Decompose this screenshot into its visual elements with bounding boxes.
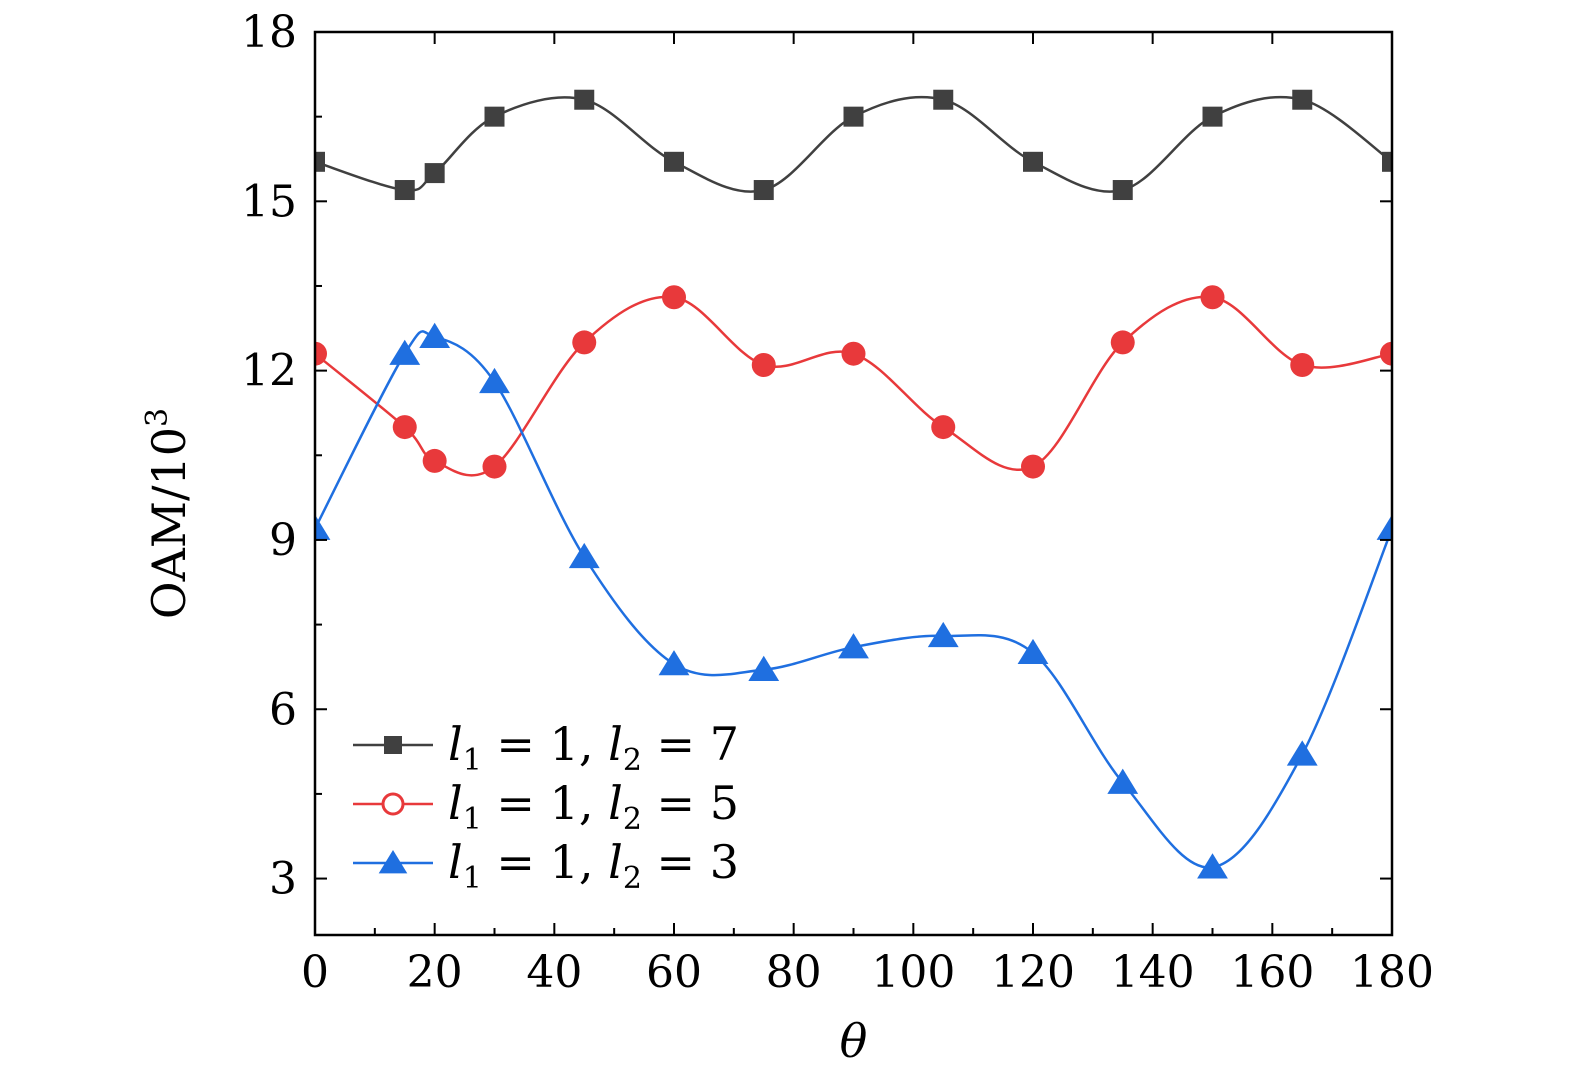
data-point bbox=[389, 339, 421, 365]
data-point bbox=[1380, 341, 1392, 366]
data-point bbox=[838, 633, 869, 659]
plot-area-frame bbox=[313, 30, 1394, 937]
series-layer bbox=[315, 89, 1392, 879]
series-1 bbox=[315, 89, 1392, 201]
x-tick-label: 100 bbox=[871, 947, 955, 998]
legend-item: l1 = 1, l2 = 7 bbox=[353, 717, 739, 778]
legend: l1 = 1, l2 = 7l1 = 1, l2 = 5l1 = 1, l2 =… bbox=[353, 717, 739, 896]
data-point bbox=[394, 180, 415, 201]
data-point bbox=[748, 655, 780, 681]
data-point bbox=[753, 180, 774, 201]
x-axis-title: θ bbox=[840, 1014, 868, 1068]
data-point bbox=[419, 322, 451, 348]
data-point bbox=[484, 106, 505, 127]
y-axis-tick-labels: 3 6 9 12 15 18 bbox=[241, 7, 297, 905]
series-3 bbox=[315, 322, 1392, 879]
data-point bbox=[479, 367, 510, 394]
data-point bbox=[931, 415, 956, 440]
legend-label: l1 = 1, l2 = 5 bbox=[448, 776, 739, 837]
data-point bbox=[843, 106, 864, 127]
data-point bbox=[1382, 151, 1392, 172]
x-tick-label: 60 bbox=[646, 947, 702, 998]
x-tick-label: 40 bbox=[526, 947, 582, 998]
data-point bbox=[1286, 740, 1318, 766]
data-point bbox=[422, 448, 447, 473]
legend-item: l1 = 1, l2 = 3 bbox=[353, 835, 739, 896]
series-2 bbox=[315, 285, 1392, 479]
data-point bbox=[1021, 454, 1045, 479]
data-point bbox=[424, 163, 445, 184]
x-axis-tick-labels: 0 20 40 60 80 100 120 140 160 180 bbox=[301, 947, 1434, 998]
data-point bbox=[1112, 180, 1133, 201]
y-tick-label: 9 bbox=[269, 515, 297, 566]
data-point bbox=[1197, 853, 1228, 879]
data-point bbox=[315, 341, 327, 366]
data-point bbox=[933, 89, 954, 110]
y-tick-label: 6 bbox=[269, 684, 297, 735]
data-point bbox=[1292, 89, 1313, 110]
x-tick-label: 0 bbox=[301, 947, 329, 998]
data-point bbox=[1200, 285, 1225, 310]
legend-marker bbox=[381, 792, 405, 816]
series-line bbox=[315, 330, 1392, 869]
data-point bbox=[841, 341, 866, 366]
data-point bbox=[1017, 638, 1049, 665]
data-point bbox=[1023, 151, 1043, 172]
x-tick-label: 140 bbox=[1111, 947, 1195, 998]
x-tick-label: 120 bbox=[991, 947, 1075, 998]
y-axis-title: OAM/103 bbox=[140, 408, 196, 619]
data-point bbox=[315, 514, 331, 540]
data-point bbox=[1107, 768, 1139, 794]
data-point bbox=[1376, 514, 1392, 540]
legend-marker bbox=[384, 736, 402, 754]
y-tick-label: 18 bbox=[241, 7, 297, 58]
data-point bbox=[664, 151, 684, 172]
x-tick-label: 80 bbox=[766, 947, 822, 998]
x-tick-label: 20 bbox=[407, 947, 463, 998]
axis-ticks bbox=[314, 31, 1393, 935]
data-point bbox=[751, 352, 776, 377]
y-tick-label: 15 bbox=[241, 176, 297, 227]
data-point bbox=[482, 454, 507, 479]
data-point bbox=[1202, 106, 1223, 127]
x-tick-label: 160 bbox=[1230, 947, 1314, 998]
data-point bbox=[1110, 330, 1135, 355]
data-point bbox=[315, 151, 325, 172]
data-point bbox=[392, 415, 417, 440]
y-tick-label: 12 bbox=[241, 346, 297, 397]
data-point bbox=[658, 650, 690, 676]
data-point bbox=[574, 89, 595, 110]
series-line bbox=[315, 295, 1392, 477]
legend-item: l1 = 1, l2 = 5 bbox=[353, 776, 739, 837]
x-tick-label: 180 bbox=[1350, 947, 1434, 998]
data-point bbox=[1290, 352, 1315, 377]
legend-label: l1 = 1, l2 = 3 bbox=[448, 835, 739, 896]
data-point bbox=[662, 285, 686, 310]
data-point bbox=[572, 330, 597, 355]
y-tick-label: 3 bbox=[269, 854, 297, 905]
data-point bbox=[927, 621, 959, 648]
data-point bbox=[568, 542, 600, 569]
legend-label: l1 = 1, l2 = 7 bbox=[448, 717, 739, 778]
legend-marker bbox=[378, 850, 408, 874]
